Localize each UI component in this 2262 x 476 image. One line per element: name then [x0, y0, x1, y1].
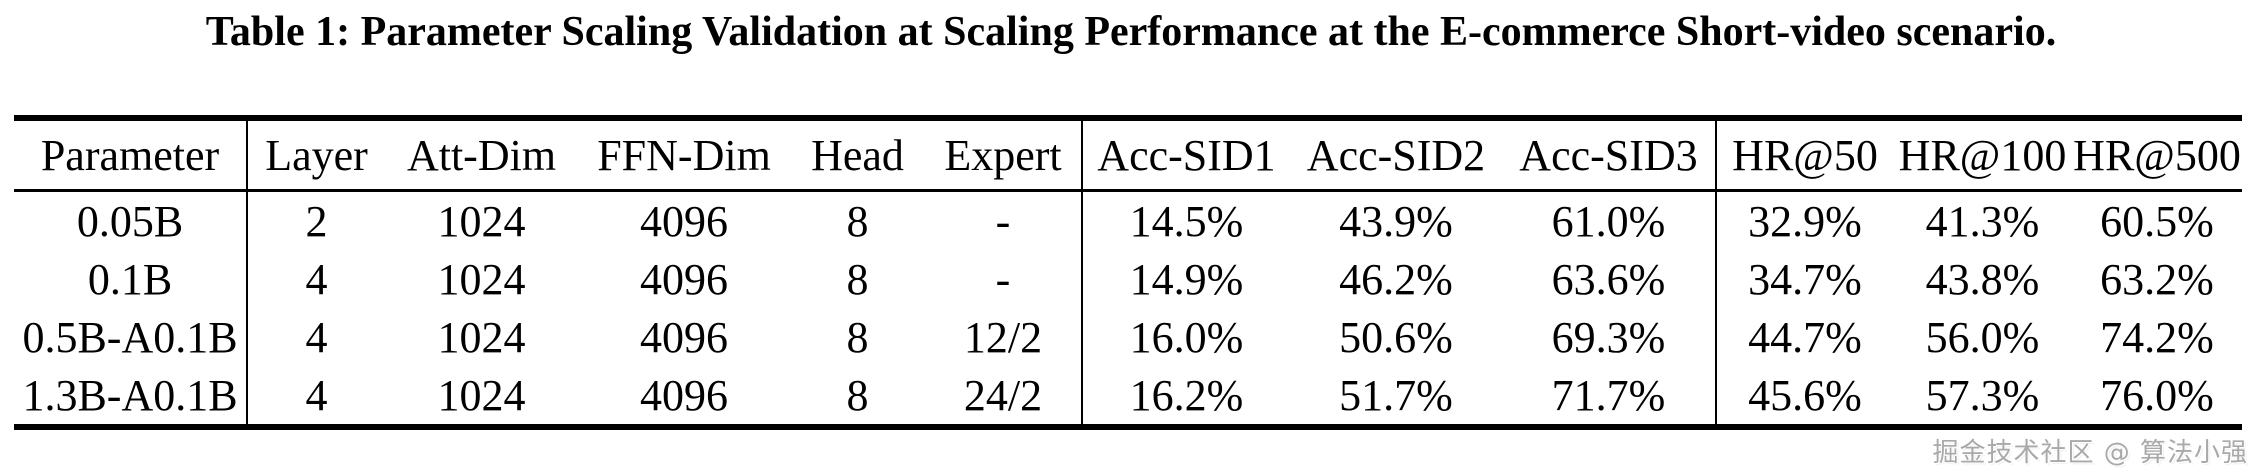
table-caption: Table 1: Parameter Scaling Validation at… [205, 9, 2057, 55]
table-cell: 8 [846, 196, 869, 246]
table-cell: 43.8% [1925, 254, 2040, 304]
table-cell: 61.0% [1502, 190, 1717, 250]
table-cell: 12/2 [925, 308, 1083, 366]
table-cell: 46.2% [1339, 254, 1453, 304]
param-cell: 0.05B [14, 190, 248, 250]
col-header-acc-sid3: Acc-SID3 [1502, 118, 1717, 192]
table-cell: 51.7% [1339, 370, 1453, 420]
col-header-layer: Layer [247, 118, 385, 192]
parameter-scaling-table: Parameter Layer Att-Dim FFN-Dim Head Exp… [14, 115, 2242, 430]
table-cell: 60.5% [2100, 196, 2214, 246]
col-header-hr500: HR@500 [2072, 118, 2242, 192]
table-cell: 43.9% [1339, 196, 1453, 246]
table-cell: 2 [305, 196, 328, 246]
table-cell: 41.3% [1925, 196, 2040, 246]
table-cell: - [925, 250, 1083, 308]
watermark: 掘金技术社区 @ 算法小强 [1932, 438, 2248, 468]
col-header-expert: Expert [925, 118, 1083, 192]
table-cell: 4096 [640, 370, 728, 420]
table-row: 0.05B 2 1024 4096 8 - 14.5% 43.9% 61.0% … [14, 190, 2242, 250]
table-cell: 4096 [640, 312, 728, 362]
table-cell: 56.0% [1925, 312, 2040, 362]
table-cell: 45.6% [1748, 370, 1862, 420]
table-cell: 4096 [640, 254, 728, 304]
table-cell: 16.0% [1129, 312, 1244, 362]
param-cell: 0.5B-A0.1B [14, 308, 248, 366]
col-header-att-dim: Att-Dim [385, 118, 578, 192]
col-header-hr100: HR@100 [1893, 118, 2072, 192]
header-row: Parameter Layer Att-Dim FFN-Dim Head Exp… [14, 118, 2242, 192]
table-row: 1.3B-A0.1B 4 1024 4096 8 24/2 16.2% 51.7… [14, 366, 2242, 427]
table-cell: 8 [846, 312, 869, 362]
table-cell: 69.3% [1502, 308, 1717, 366]
table-cell: 1024 [437, 254, 526, 304]
table-cell: 71.7% [1502, 366, 1717, 427]
col-header-hr50: HR@50 [1716, 118, 1893, 192]
table-cell: 4 [305, 254, 328, 304]
table-cell: 57.3% [1925, 370, 2040, 420]
col-header-head: Head [790, 118, 925, 192]
table-cell: 16.2% [1129, 370, 1244, 420]
table-cell: - [925, 190, 1083, 250]
table-cell: 74.2% [2100, 312, 2214, 362]
table-cell: 4096 [640, 196, 728, 246]
table-row: 0.5B-A0.1B 4 1024 4096 8 12/2 16.0% 50.6… [14, 308, 2242, 366]
table-cell: 34.7% [1748, 254, 1862, 304]
table-cell: 1024 [437, 370, 526, 420]
table-cell: 4 [305, 370, 328, 420]
table-cell: 24/2 [925, 366, 1083, 427]
table-cell: 8 [846, 370, 869, 420]
col-header-parameter: Parameter [14, 118, 248, 192]
table-cell: 14.5% [1129, 196, 1244, 246]
param-cell: 1.3B-A0.1B [14, 366, 248, 427]
col-header-acc-sid1: Acc-SID1 [1082, 118, 1290, 192]
table-cell: 32.9% [1748, 196, 1862, 246]
table-row: 0.1B 4 1024 4096 8 - 14.9% 46.2% 63.6% 3… [14, 250, 2242, 308]
table-cell: 4 [305, 312, 328, 362]
table-cell: 1024 [437, 312, 526, 362]
param-cell: 0.1B [14, 250, 248, 308]
table-cell: 63.6% [1502, 250, 1717, 308]
table-cell: 76.0% [2100, 370, 2214, 420]
table-cell: 50.6% [1339, 312, 1453, 362]
col-header-acc-sid2: Acc-SID2 [1290, 118, 1502, 192]
col-header-ffn-dim: FFN-Dim [578, 118, 790, 192]
table-cell: 1024 [437, 196, 526, 246]
table-cell: 44.7% [1748, 312, 1862, 362]
table-cell: 8 [846, 254, 869, 304]
table-cell: 63.2% [2100, 254, 2214, 304]
table-cell: 14.9% [1129, 254, 1244, 304]
